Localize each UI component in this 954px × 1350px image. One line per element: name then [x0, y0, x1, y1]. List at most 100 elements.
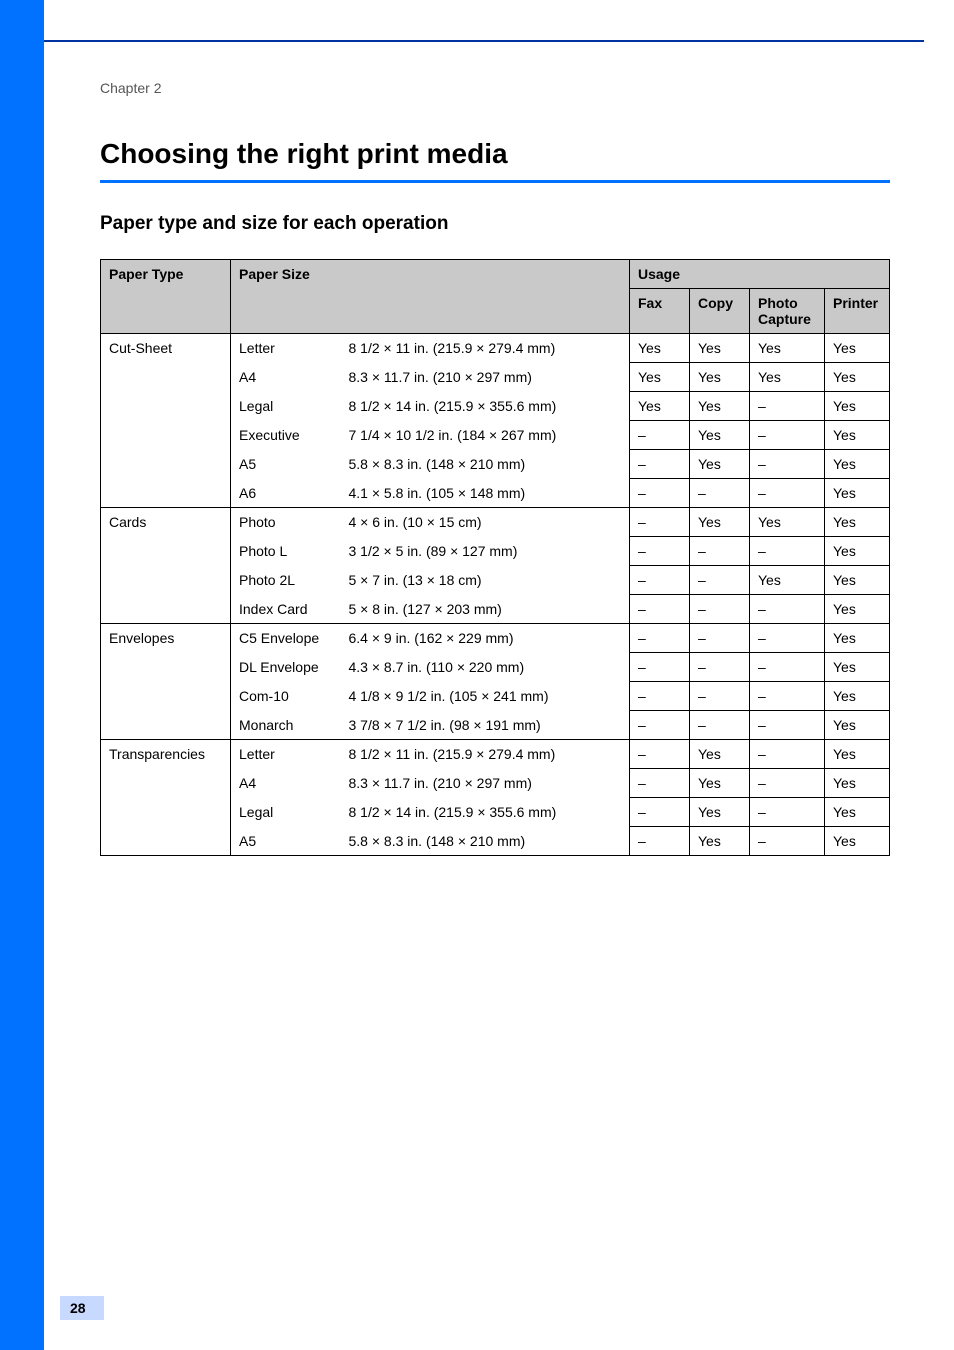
cell-printer: Yes	[825, 682, 890, 711]
cell-size-name: C5 Envelope	[231, 624, 341, 653]
cell-size-name: DL Envelope	[231, 653, 341, 682]
cell-fax: Yes	[630, 392, 690, 421]
cell-size-dim: 8 1/2 × 14 in. (215.9 × 355.6 mm)	[341, 798, 630, 827]
cell-fax: Yes	[630, 363, 690, 392]
cell-fax: –	[630, 508, 690, 537]
cell-copy: Yes	[690, 392, 750, 421]
page-number-wrap: 28	[60, 1296, 104, 1320]
cell-printer: Yes	[825, 566, 890, 595]
cell-paper-type: Envelopes	[101, 624, 231, 740]
cell-photo: –	[750, 798, 825, 827]
cell-printer: Yes	[825, 363, 890, 392]
page-number: 28	[60, 1296, 104, 1320]
cell-photo: Yes	[750, 334, 825, 363]
cell-size-dim: 5.8 × 8.3 in. (148 × 210 mm)	[341, 450, 630, 479]
cell-fax: –	[630, 798, 690, 827]
cell-copy: Yes	[690, 421, 750, 450]
cell-size-name: Index Card	[231, 595, 341, 624]
cell-paper-type: Cards	[101, 508, 231, 624]
cell-printer: Yes	[825, 798, 890, 827]
cell-fax: –	[630, 653, 690, 682]
cell-photo: –	[750, 682, 825, 711]
media-table: Paper Type Paper Size Usage Fax Copy Pho…	[100, 259, 890, 856]
cell-size-name: A4	[231, 363, 341, 392]
cell-photo: –	[750, 624, 825, 653]
table-row: Cut-SheetLetter8 1/2 × 11 in. (215.9 × 2…	[101, 334, 890, 363]
cell-size-dim: 8 1/2 × 14 in. (215.9 × 355.6 mm)	[341, 392, 630, 421]
cell-printer: Yes	[825, 508, 890, 537]
cell-size-dim: 8.3 × 11.7 in. (210 × 297 mm)	[341, 363, 630, 392]
cell-printer: Yes	[825, 392, 890, 421]
cell-printer: Yes	[825, 827, 890, 856]
cell-size-name: Photo 2L	[231, 566, 341, 595]
cell-copy: –	[690, 595, 750, 624]
title-underline	[100, 180, 890, 183]
cell-printer: Yes	[825, 740, 890, 769]
cell-copy: Yes	[690, 740, 750, 769]
cell-fax: –	[630, 769, 690, 798]
cell-photo: Yes	[750, 363, 825, 392]
cell-copy: Yes	[690, 827, 750, 856]
cell-copy: Yes	[690, 769, 750, 798]
cell-photo: –	[750, 827, 825, 856]
cell-copy: –	[690, 479, 750, 508]
cell-fax: –	[630, 537, 690, 566]
cell-printer: Yes	[825, 595, 890, 624]
cell-copy: –	[690, 711, 750, 740]
cell-size-name: A5	[231, 450, 341, 479]
cell-printer: Yes	[825, 334, 890, 363]
cell-copy: Yes	[690, 798, 750, 827]
cell-printer: Yes	[825, 479, 890, 508]
cell-copy: Yes	[690, 334, 750, 363]
cell-size-dim: 4 1/8 × 9 1/2 in. (105 × 241 mm)	[341, 682, 630, 711]
cell-copy: –	[690, 624, 750, 653]
cell-size-name: Photo L	[231, 537, 341, 566]
cell-copy: –	[690, 653, 750, 682]
left-rail	[0, 0, 44, 1350]
section-title: Paper type and size for each operation	[100, 213, 890, 235]
cell-copy: –	[690, 682, 750, 711]
cell-fax: –	[630, 595, 690, 624]
cell-fax: –	[630, 450, 690, 479]
cell-size-dim: 8 1/2 × 11 in. (215.9 × 279.4 mm)	[341, 740, 630, 769]
cell-printer: Yes	[825, 769, 890, 798]
header-row-1: Paper Type Paper Size Usage	[101, 260, 890, 289]
cell-photo: –	[750, 740, 825, 769]
cell-size-dim: 4 × 6 in. (10 × 15 cm)	[341, 508, 630, 537]
cell-printer: Yes	[825, 450, 890, 479]
cell-printer: Yes	[825, 653, 890, 682]
cell-size-dim: 3 7/8 × 7 1/2 in. (98 × 191 mm)	[341, 711, 630, 740]
cell-fax: –	[630, 740, 690, 769]
cell-size-dim: 6.4 × 9 in. (162 × 229 mm)	[341, 624, 630, 653]
th-paper-type: Paper Type	[101, 260, 231, 334]
cell-size-dim: 7 1/4 × 10 1/2 in. (184 × 267 mm)	[341, 421, 630, 450]
cell-paper-type: Transparencies	[101, 740, 231, 856]
cell-size-name: A5	[231, 827, 341, 856]
cell-photo: –	[750, 595, 825, 624]
cell-copy: Yes	[690, 508, 750, 537]
table-row: CardsPhoto4 × 6 in. (10 × 15 cm)–YesYesY…	[101, 508, 890, 537]
cell-photo: –	[750, 711, 825, 740]
cell-size-name: A6	[231, 479, 341, 508]
cell-size-name: Letter	[231, 740, 341, 769]
table-row: EnvelopesC5 Envelope6.4 × 9 in. (162 × 2…	[101, 624, 890, 653]
cell-fax: –	[630, 682, 690, 711]
cell-fax: –	[630, 624, 690, 653]
cell-photo: –	[750, 421, 825, 450]
cell-fax: –	[630, 566, 690, 595]
cell-fax: Yes	[630, 334, 690, 363]
th-photo: Photo Capture	[750, 289, 825, 334]
table-row: TransparenciesLetter8 1/2 × 11 in. (215.…	[101, 740, 890, 769]
cell-size-dim: 3 1/2 × 5 in. (89 × 127 mm)	[341, 537, 630, 566]
cell-size-name: A4	[231, 769, 341, 798]
cell-fax: –	[630, 711, 690, 740]
cell-photo: –	[750, 450, 825, 479]
cell-size-name: Legal	[231, 798, 341, 827]
cell-photo: –	[750, 479, 825, 508]
cell-copy: Yes	[690, 363, 750, 392]
cell-photo: –	[750, 537, 825, 566]
cell-printer: Yes	[825, 711, 890, 740]
cell-size-dim: 8.3 × 11.7 in. (210 × 297 mm)	[341, 769, 630, 798]
cell-printer: Yes	[825, 624, 890, 653]
th-copy: Copy	[690, 289, 750, 334]
